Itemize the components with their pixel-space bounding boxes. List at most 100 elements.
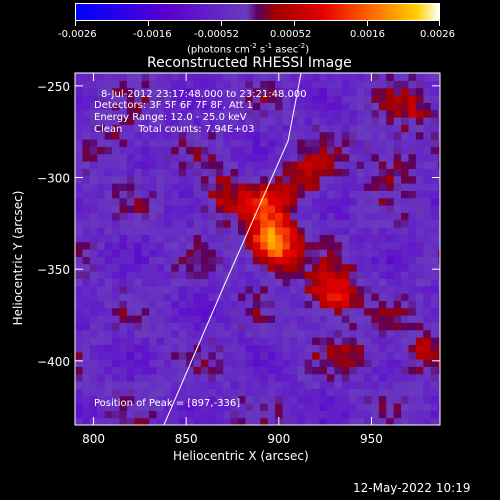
heatmap-cell [252,131,261,140]
heatmap-cell [104,293,113,301]
heatmap-cell [230,117,239,125]
colorbar-tick-label: 0.0026 [420,29,455,40]
heatmap-cell [260,403,269,411]
heatmap-cell [349,359,358,367]
heatmap-cell [245,329,254,338]
heatmap-cell [126,344,135,353]
heatmap-cell [223,388,232,397]
heatmap-cell [393,212,402,221]
heatmap-cell [215,95,224,103]
heatmap-cell [245,153,254,162]
heatmap-cell [430,241,439,250]
heatmap-cell [97,278,106,287]
heatmap-cell [149,249,158,257]
heatmap-cell [334,249,343,257]
heatmap-cell [245,359,254,367]
heatmap-cell [393,351,402,360]
heatmap-cell [97,212,106,221]
heatmap-cell [304,256,313,265]
heatmap-cell [289,183,298,191]
heatmap-cell [156,190,165,199]
heatmap-cell [245,109,254,118]
heatmap-cell [163,322,172,331]
heatmap-cell [386,344,395,353]
heatmap-cell [89,329,98,338]
y-tick-label: −300 [37,172,70,186]
heatmap-cell [312,124,321,133]
heatmap-cell [112,139,121,147]
heatmap-cell [260,102,269,111]
heatmap-cell [178,212,187,221]
heatmap-cell [156,153,165,162]
heatmap-cell [401,212,410,221]
heatmap-cell [141,366,150,375]
heatmap-cell [275,403,284,411]
heatmap-cell [386,351,395,360]
annotation-clean-counts: Clean Total counts: 7.94E+03 [94,124,255,135]
heatmap-cell [156,117,165,125]
heatmap-cell [334,117,343,125]
heatmap-cell [215,175,224,184]
heatmap-cell [156,212,165,221]
heatmap-cell [208,278,217,287]
heatmap-cell [430,373,439,382]
heatmap-cell [104,278,113,287]
heatmap-cell [156,131,165,140]
heatmap-cell [163,95,172,103]
heatmap-cell [89,212,98,221]
heatmap-cell [334,146,343,155]
heatmap-cell [215,197,224,206]
heatmap-cell [163,410,172,419]
heatmap-cell [141,183,150,191]
heatmap-cell [260,366,269,375]
heatmap-cell [149,344,158,353]
heatmap-cell [386,359,395,367]
heatmap-cell [134,359,143,367]
heatmap-cell [97,359,106,367]
heatmap-cell [297,241,306,250]
heatmap-cell [349,175,358,184]
heatmap-cell [282,219,291,228]
heatmap-cell [364,271,373,279]
heatmap-cell [238,256,247,265]
heatmap-cell [171,102,180,111]
heatmap-cell [238,234,247,243]
heatmap-cell [260,73,269,81]
heatmap-cell [415,388,424,397]
heatmap-cell [297,417,306,425]
heatmap-cell [282,315,291,323]
heatmap-cell [119,322,128,331]
heatmap-cell [356,146,365,155]
heatmap-cell [171,241,180,250]
heatmap-cell [82,131,91,140]
heatmap-cell [319,307,328,316]
heatmap-cell [378,322,387,331]
heatmap-cell [393,307,402,316]
heatmap-cell [75,388,84,397]
heatmap-cell [215,351,224,360]
heatmap-cell [430,102,439,111]
heatmap-cell [415,131,424,140]
heatmap-cell [186,131,195,140]
heatmap-cell [297,102,306,111]
heatmap-cell [75,212,84,221]
heatmap-cell [304,161,313,169]
heatmap-cell [75,219,84,228]
heatmap-cell [200,417,210,425]
heatmap-cell [267,131,276,140]
heatmap-cell [134,124,143,133]
heatmap-cell [408,373,417,382]
heatmap-cell [238,271,247,279]
heatmap-cell [349,117,358,125]
heatmap-cell [245,300,254,309]
heatmap-cell [75,271,84,279]
heatmap-cell [178,403,187,411]
heatmap-cell [401,322,410,331]
heatmap-cell [89,146,98,155]
heatmap-cell [208,234,217,243]
heatmap-cell [438,322,440,331]
heatmap-cell [275,300,284,309]
heatmap-cell [252,190,261,199]
heatmap-cell [297,329,306,338]
heatmap-cell [282,102,291,111]
